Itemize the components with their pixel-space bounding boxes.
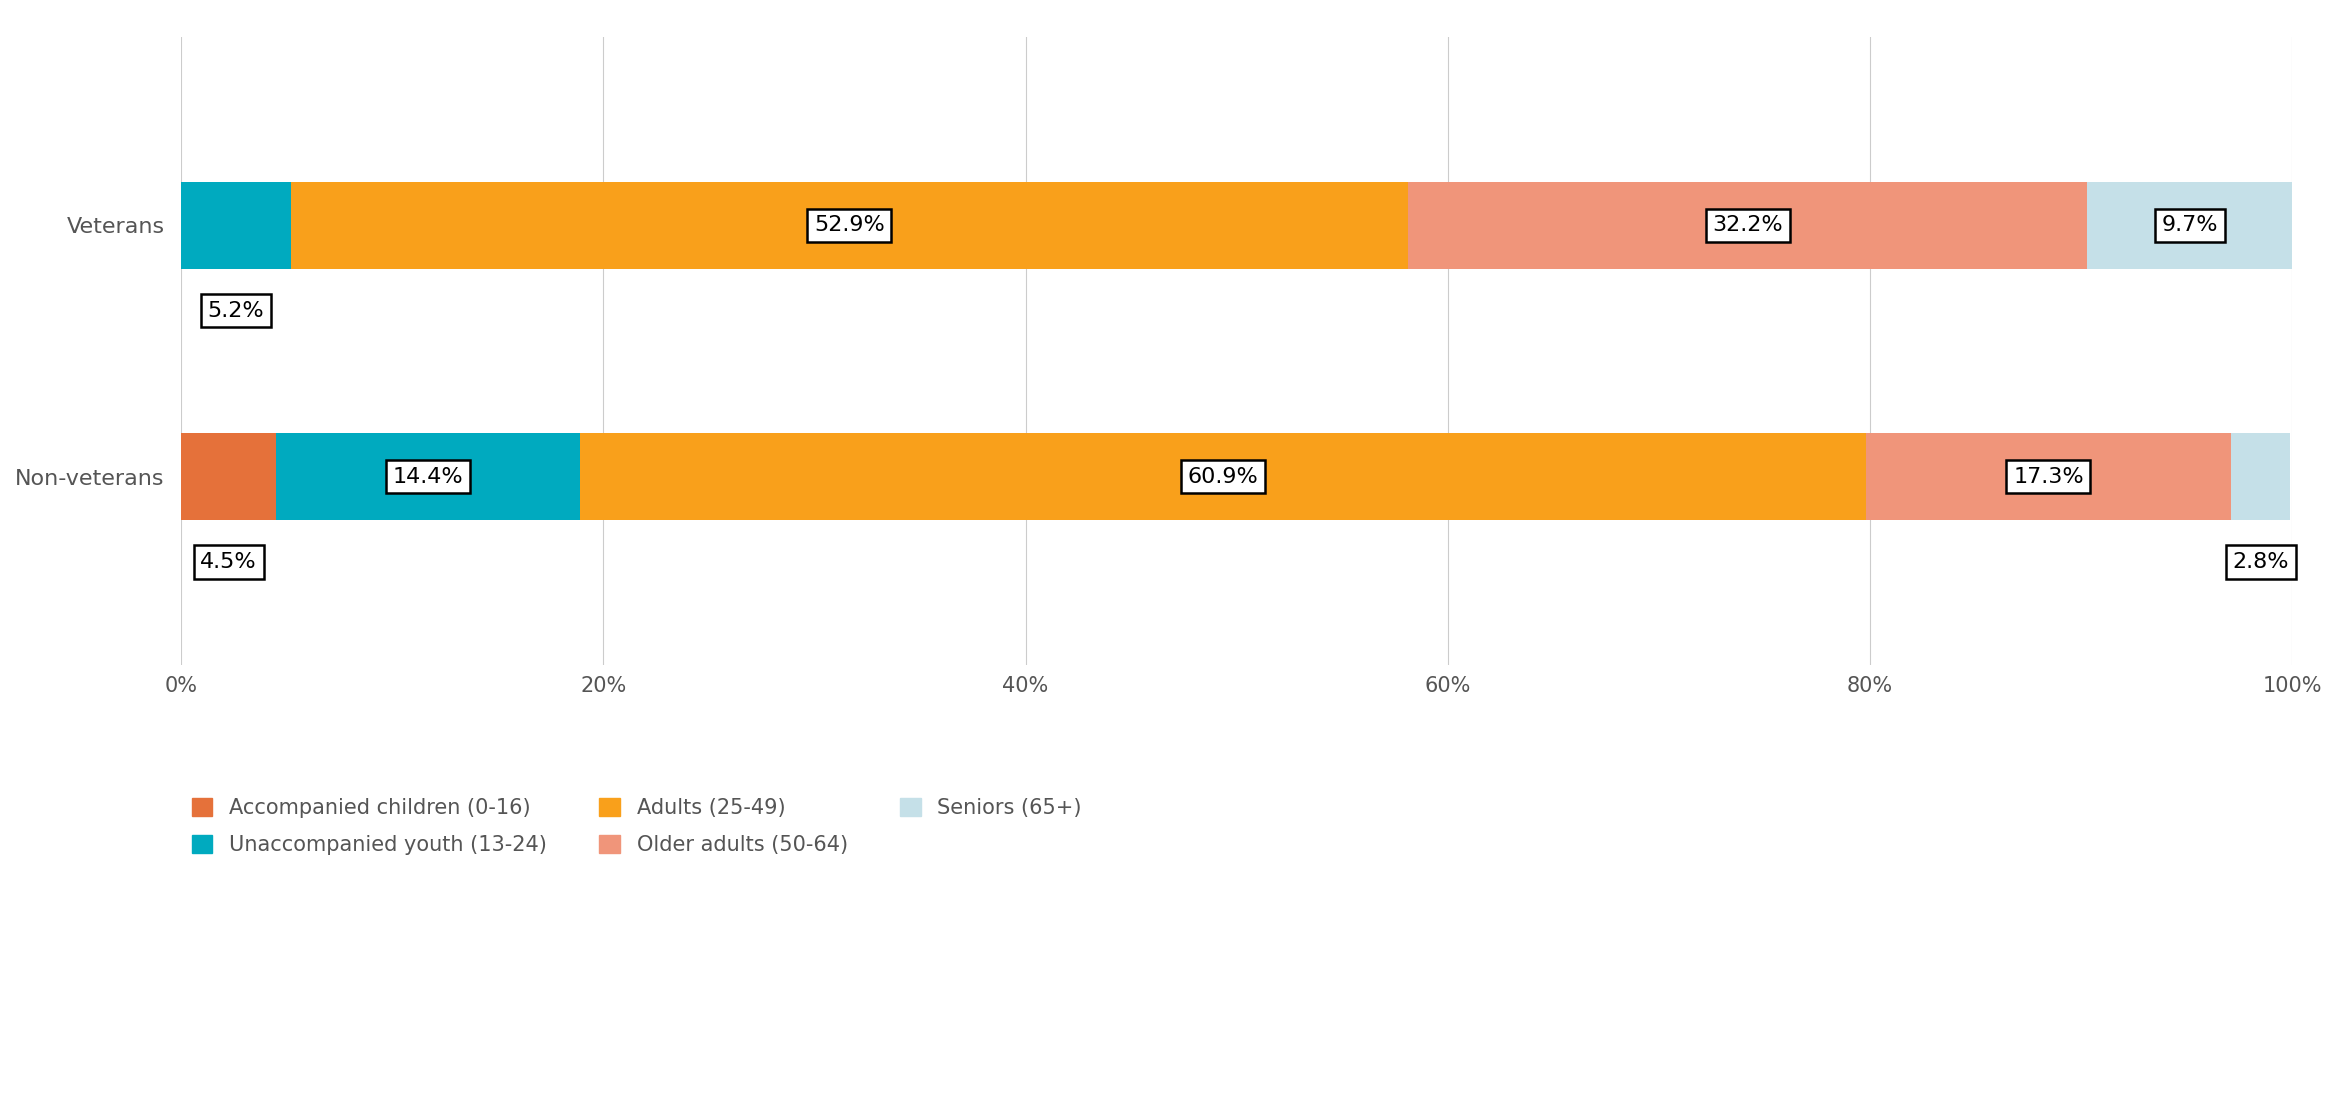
Bar	[276, 433, 580, 520]
Bar	[580, 433, 1865, 520]
Bar	[2232, 433, 2290, 520]
Text: 4.5%: 4.5%	[201, 552, 257, 572]
Legend: Accompanied children (0-16), Unaccompanied youth (13-24), Adults (25-49), Older : Accompanied children (0-16), Unaccompani…	[192, 797, 1082, 855]
Bar	[290, 182, 1407, 269]
Text: 14.4%: 14.4%	[393, 467, 463, 487]
Text: 5.2%: 5.2%	[208, 301, 264, 321]
Bar	[1407, 182, 2087, 269]
Text: 32.2%: 32.2%	[1713, 215, 1783, 235]
Bar	[182, 433, 276, 520]
Bar	[1865, 433, 2232, 520]
Text: 17.3%: 17.3%	[2012, 467, 2085, 487]
Text: 9.7%: 9.7%	[2162, 215, 2218, 235]
Text: 60.9%: 60.9%	[1187, 467, 1257, 487]
Bar	[182, 182, 290, 269]
Text: 52.9%: 52.9%	[813, 215, 886, 235]
Bar	[2087, 182, 2293, 269]
Text: 2.8%: 2.8%	[2232, 552, 2288, 572]
